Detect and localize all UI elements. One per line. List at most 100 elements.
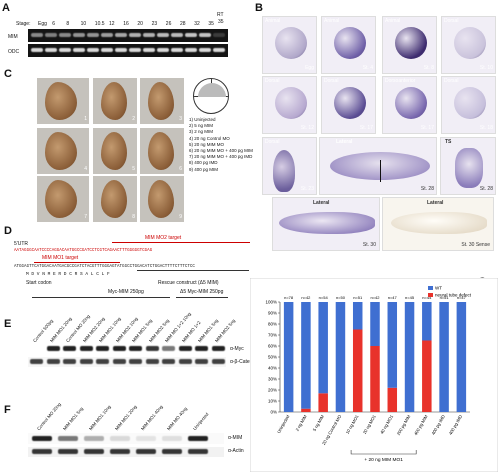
catenin-band-2 — [63, 359, 76, 364]
sequence-line-1: AATAGGGCAATCCCCAGGACAATGGCCGATCCTCGTCAGA… — [14, 249, 153, 253]
tile-bottom-label-4: St. 12 — [300, 125, 314, 131]
odc-band-3 — [73, 48, 85, 52]
actin-band-f-5 — [162, 449, 182, 454]
bar-wt-4 — [352, 302, 363, 330]
embryo-tile-3: 3 — [140, 78, 184, 124]
embryo-tile-6: 6 — [140, 128, 184, 174]
odc-band-11 — [185, 48, 197, 52]
embryo-9 — [148, 180, 174, 218]
legend-swatch-ntd — [428, 293, 433, 297]
actin-band-f-3 — [110, 449, 130, 454]
legend-item-8: 8) 400 pg IMD — [189, 160, 218, 166]
embryo-4 — [45, 132, 77, 170]
embryo-number-9: 9 — [179, 214, 182, 220]
tile-top-label-8: Dorsal — [265, 139, 280, 145]
embryo-number-5: 5 — [132, 166, 135, 172]
catenin-band-10 — [195, 359, 208, 364]
bar-ntd-1 — [301, 408, 311, 412]
odc-band-2 — [59, 48, 71, 52]
tile-bottom-label-10: St. 28 — [479, 186, 493, 192]
catenin-band-1 — [46, 359, 60, 364]
embryo-10 — [455, 148, 483, 188]
in-situ-tile-9: Lateral St. 28 — [319, 137, 437, 195]
embryo-tile-5: 5 — [93, 128, 137, 174]
panel-label-c: C — [4, 68, 12, 80]
panel-label-a: A — [2, 2, 10, 14]
stage-label-2: 8 — [66, 21, 70, 27]
myc-band-7 — [145, 346, 159, 351]
odc-band-4 — [87, 48, 99, 52]
lane-label-f-4: MIM MO1 40ng — [140, 404, 164, 432]
mim-band-f-5 — [162, 436, 182, 441]
legend-label-wt: WT — [435, 286, 442, 291]
utr-label: 5'UTR — [14, 241, 29, 247]
tile-bottom-label-7: St. 18 — [479, 125, 493, 131]
y-tick-label-0: 0% — [270, 410, 277, 415]
myc-band-1 — [46, 346, 60, 351]
mim-band-5 — [101, 33, 113, 37]
legend-swatch-wt — [428, 286, 433, 290]
group1-label: Myc-MIM 250pg — [108, 289, 144, 295]
myc-band-9 — [178, 346, 192, 351]
mim-band-f-3 — [110, 436, 130, 441]
mo1-target-line — [34, 262, 120, 263]
rt-label: RT — [217, 12, 224, 18]
in-situ-tile-11: Lateral St. 30 — [272, 197, 380, 251]
myc-band-2 — [63, 346, 76, 351]
embryo-number-4: 4 — [84, 166, 87, 172]
odc-band-0 — [31, 48, 43, 52]
rescue-line — [137, 270, 249, 271]
catenin-band-4 — [96, 359, 109, 364]
band-label-mim: α-MIM — [228, 435, 243, 441]
legend-item-6: 6) 20 ng MIM MO + 400 pg MIM — [189, 148, 253, 153]
legend-item-7: 7) 20 ng MIM MO + 400 pg IMD — [189, 154, 253, 160]
catenin-band-8 — [162, 359, 175, 364]
embryo-number-2: 2 — [132, 116, 135, 122]
odc-band-9 — [157, 48, 169, 52]
mim-band-0 — [31, 33, 43, 37]
odc-band-8 — [143, 48, 155, 52]
stage-label-9: 26 — [165, 21, 172, 27]
embryo-5 — [101, 132, 127, 170]
tile-bottom-label-0: Egg — [305, 65, 314, 71]
stage-label-0: Egg — [38, 21, 47, 27]
mim-band-12 — [199, 33, 211, 37]
embryo-number-8: 8 — [132, 214, 135, 220]
in-situ-tile-12: Lateral St. 30 Sense — [382, 197, 494, 251]
lane-label-f-6: Uninjected — [192, 411, 210, 432]
embryo-tile-9: 9 — [140, 176, 184, 222]
odc-band-7 — [129, 48, 141, 52]
stage-label-5: 12 — [109, 21, 115, 27]
y-tick-label-1: 10% — [268, 399, 277, 404]
legend-item-2: 2) 5 ng MIM — [189, 123, 214, 129]
stage-label-11: 32 — [194, 21, 200, 27]
embryo-tile-2: 2 — [93, 78, 137, 124]
embryo-tile-8: 8 — [93, 176, 137, 222]
in-situ-tile-7: Dorsal St. 18 — [441, 76, 496, 134]
y-tick-label-7: 70% — [268, 333, 277, 338]
n-label-1: n=42 — [301, 295, 311, 300]
embryo-7 — [454, 87, 486, 119]
legend-item-4: 4) 20 ng Control MO — [189, 135, 230, 141]
group2-label: Δ5 Myc-MIM 250pg — [180, 289, 224, 295]
mim-band-13 — [213, 33, 225, 37]
mo2-target-label: MIM MO2 target — [145, 235, 182, 241]
myc-band-8 — [162, 346, 175, 351]
bar-chart: 0%10%20%30%40%50%60%70%80%90%100%n=78Uni… — [250, 278, 498, 472]
legend-item-5: 5) 20 ng MIM MO — [189, 141, 225, 147]
in-situ-tile-1: Animal St. 4 — [321, 16, 376, 74]
bar-wt-10 — [456, 302, 467, 412]
tile-bottom-label-11: St. 30 — [362, 242, 376, 248]
embryo-2 — [395, 27, 427, 59]
bar-wt-8 — [422, 302, 432, 341]
in-situ-tile-4: Dorsal St. 12 — [262, 76, 317, 134]
bar-ntd-2 — [318, 393, 328, 412]
myc-band-10 — [195, 346, 208, 351]
embryo-5 — [334, 87, 366, 119]
tile-top-label-11: Lateral — [313, 200, 330, 206]
catenin-band-3 — [79, 359, 93, 364]
lane-label-f-0: Control MO 20ng — [36, 401, 62, 432]
n-label-8: n=44 — [422, 295, 432, 300]
myc-band-3 — [79, 346, 93, 351]
n-label-5: n=42 — [370, 295, 380, 300]
